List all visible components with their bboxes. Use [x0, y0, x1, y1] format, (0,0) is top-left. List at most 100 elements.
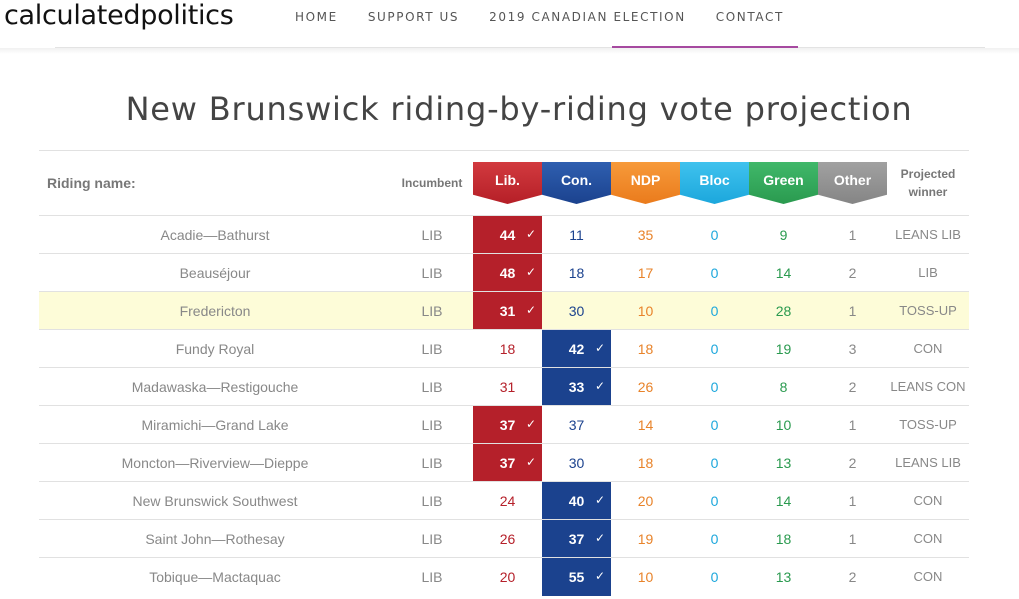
- table-row: Saint John—Rothesay LIB 26 37 ✓ 19 0 18 1 CON: [39, 519, 969, 558]
- bloc-vote-value: 0: [710, 302, 719, 319]
- nav-contact[interactable]: CONTACT: [715, 10, 784, 24]
- nav-2019-canadian-election[interactable]: 2019 CANADIAN ELECTION: [489, 10, 686, 24]
- other-vote-cell: 2: [818, 254, 887, 292]
- check-icon: ✓: [525, 265, 536, 279]
- lib-vote-value: 31: [499, 302, 516, 319]
- con-vote-value: 37: [568, 416, 585, 433]
- green-vote-value: 14: [775, 492, 792, 509]
- bloc-vote-value: 0: [710, 416, 719, 433]
- lib-vote-cell: 48 ✓: [473, 253, 542, 292]
- bloc-vote-value: 0: [710, 264, 719, 281]
- bloc-vote-cell: 0: [680, 368, 749, 406]
- green-vote-value: 28: [775, 302, 792, 319]
- ndp-vote-value: 19: [637, 530, 654, 547]
- riding-name-cell: Fundy Royal: [175, 340, 255, 357]
- ndp-vote-value: 18: [637, 340, 654, 357]
- lib-vote-cell: 37 ✓: [473, 405, 542, 444]
- incumbent-cell: LIB: [421, 492, 443, 509]
- green-vote-cell: 8: [749, 368, 818, 406]
- green-vote-cell: 18: [749, 520, 818, 558]
- bloc-vote-cell: 0: [680, 444, 749, 482]
- riding-name-cell: Tobique—Mactaquac: [149, 568, 281, 585]
- projected-winner-cell: TOSS-UP: [899, 303, 957, 318]
- bloc-vote-cell: 0: [680, 482, 749, 520]
- table-row: Miramichi—Grand Lake LIB 37 ✓ 37 14 0 10 1 TOSS-U…: [39, 405, 969, 444]
- riding-name-header: Riding name:: [47, 175, 136, 191]
- check-icon: ✓: [525, 303, 536, 317]
- other-vote-value: 2: [848, 264, 857, 281]
- incumbent-cell: LIB: [421, 568, 443, 585]
- green-vote-cell: 10: [749, 406, 818, 444]
- check-icon: ✓: [594, 341, 605, 355]
- ndp-vote-value: 14: [637, 416, 654, 433]
- ndp-vote-cell: 17: [611, 254, 680, 292]
- lib-vote-value: 18: [499, 340, 516, 357]
- other-header-label: Other: [818, 162, 887, 204]
- ndp-vote-cell: 26: [611, 368, 680, 406]
- table-row: Fundy Royal LIB 18 42 ✓ 18 0 19 3 CON: [39, 329, 969, 368]
- other-vote-value: 2: [848, 454, 857, 471]
- bloc-vote-value: 0: [710, 530, 719, 547]
- bloc-vote-value: 0: [710, 568, 719, 585]
- ndp-vote-cell: 18: [611, 444, 680, 482]
- con-vote-value: 55: [568, 568, 585, 585]
- site-logo[interactable]: calculatedpolitics: [4, 0, 234, 31]
- nav-support-us[interactable]: SUPPORT US: [367, 10, 460, 24]
- bloc-vote-cell: 0: [680, 520, 749, 558]
- incumbent-cell: LIB: [421, 302, 443, 319]
- con-vote-value: 33: [568, 378, 585, 395]
- green-vote-value: 13: [775, 568, 792, 585]
- riding-name-cell: New Brunswick Southwest: [132, 492, 298, 509]
- check-icon: ✓: [594, 493, 605, 507]
- projected-winner-cell: CON: [913, 493, 943, 508]
- ndp-vote-cell: 19: [611, 520, 680, 558]
- bloc-vote-cell: 0: [680, 292, 749, 330]
- green-vote-value: 18: [775, 530, 792, 547]
- header-divider: [55, 47, 985, 48]
- table-header-row: Riding name: Incumbent Lib. Con. NDP Blo…: [39, 150, 969, 216]
- bloc-vote-value: 0: [710, 492, 719, 509]
- lib-vote-cell: 31 ✓: [473, 291, 542, 330]
- projected-winner-cell: CON: [913, 569, 943, 585]
- green-header: Green: [749, 151, 818, 216]
- other-vote-cell: 3: [818, 330, 887, 368]
- table-row: Madawaska—Restigouche LIB 31 33 ✓ 26 0 8 2 LEANS …: [39, 367, 969, 406]
- check-icon: ✓: [594, 531, 605, 545]
- green-vote-cell: 13: [749, 444, 818, 482]
- other-vote-cell: 1: [818, 520, 887, 558]
- main-nav: HOME SUPPORT US 2019 CANADIAN ELECTION C…: [295, 10, 814, 24]
- bloc-vote-cell: 0: [680, 406, 749, 444]
- lib-vote-cell: 44 ✓: [473, 215, 542, 254]
- lib-vote-value: 31: [499, 378, 516, 395]
- green-vote-cell: 14: [749, 482, 818, 520]
- green-header-label: Green: [749, 162, 818, 204]
- green-vote-cell: 13: [749, 558, 818, 596]
- incumbent-cell: LIB: [421, 454, 443, 471]
- lib-vote-cell: 24: [473, 482, 542, 520]
- con-vote-cell: 42 ✓: [542, 329, 611, 368]
- bloc-vote-value: 0: [710, 378, 719, 395]
- nav-home[interactable]: HOME: [295, 10, 338, 24]
- other-vote-value: 1: [848, 530, 857, 547]
- riding-name-cell: Miramichi—Grand Lake: [141, 416, 289, 433]
- con-vote-cell: 40 ✓: [542, 481, 611, 520]
- page-title: New Brunswick riding-by-riding vote proj…: [125, 90, 913, 128]
- lib-header-label: Lib.: [473, 162, 542, 204]
- table-row: Beauséjour LIB 48 ✓ 18 17 0 14 2 LIB: [39, 253, 969, 292]
- ndp-vote-cell: 14: [611, 406, 680, 444]
- bloc-vote-cell: 0: [680, 330, 749, 368]
- ndp-vote-value: 20: [637, 492, 654, 509]
- lib-vote-cell: 37 ✓: [473, 443, 542, 482]
- con-header: Con.: [542, 151, 611, 216]
- table-row: Fredericton LIB 31 ✓ 30 10 0 28 1 TOSS-UP: [39, 291, 969, 330]
- other-vote-cell: 1: [818, 292, 887, 330]
- green-vote-value: 9: [779, 226, 788, 243]
- con-vote-value: 30: [568, 454, 585, 471]
- bloc-vote-cell: 0: [680, 216, 749, 254]
- other-vote-value: 1: [848, 226, 857, 243]
- green-vote-cell: 28: [749, 292, 818, 330]
- table-row: Tobique—Mactaquac LIB 20 55 ✓ 10 0 13 2 CON: [39, 557, 969, 596]
- projected-winner-cell: TOSS-UP: [899, 417, 957, 432]
- projected-winner-header: Projected winner: [887, 151, 969, 216]
- other-vote-cell: 1: [818, 406, 887, 444]
